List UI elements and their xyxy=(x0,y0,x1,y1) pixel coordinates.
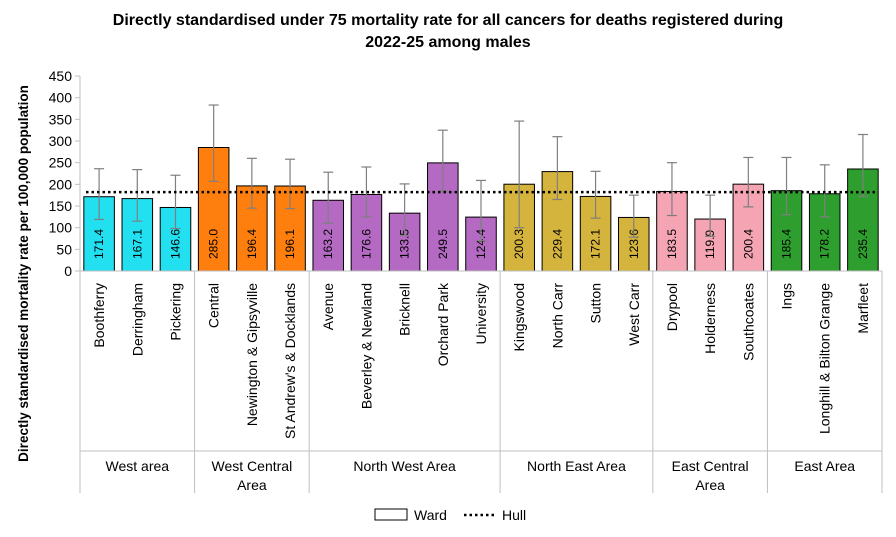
bars: 171.4 167.1 146.6 285.0 196.4 196.1 163.2 176.6… xyxy=(83,147,879,272)
y-tick-label: 400 xyxy=(49,90,73,106)
category-label-longhill-bilton-grange: Longhill & Bilton Grange xyxy=(817,283,833,434)
value-label-st-andrew-s-docklands: 196.1 xyxy=(283,229,297,259)
value-label-avenue: 163.2 xyxy=(321,229,335,259)
group-label-east-central-area: East Central Area xyxy=(672,458,749,493)
y-tick-label: 50 xyxy=(56,241,72,257)
category-label-beverley-newland: Beverley & Newland xyxy=(358,283,374,409)
value-label-central: 285.0 xyxy=(207,229,221,259)
category-label-avenue: Avenue xyxy=(320,283,336,330)
category-label-bricknell: Bricknell xyxy=(397,283,413,336)
y-tick-label: 350 xyxy=(49,111,73,127)
category-label-university: University xyxy=(473,283,489,344)
value-label-ings: 185.4 xyxy=(780,229,794,259)
y-tick-label: 100 xyxy=(49,220,73,236)
value-label-southcoates: 200.4 xyxy=(741,229,755,259)
value-label-university: 124.4 xyxy=(474,229,488,259)
category-label-derringham: Derringham xyxy=(129,283,145,356)
value-label-derringham: 167.1 xyxy=(130,229,144,259)
y-tick-label: 450 xyxy=(49,68,73,84)
legend-ward-swatch xyxy=(374,508,408,521)
legend-hull-label: Hull xyxy=(502,507,526,523)
category-label-kingswood: Kingswood xyxy=(511,283,527,352)
category-label-newington-gipsyville: Newington & Gipsyville xyxy=(244,283,260,426)
value-label-pickering: 146.6 xyxy=(168,229,182,259)
category-label-drypool: Drypool xyxy=(664,283,680,331)
value-label-orchard-park: 249.5 xyxy=(436,229,450,259)
y-tick-label: 200 xyxy=(49,176,73,192)
category-label-sutton: Sutton xyxy=(588,283,604,323)
value-label-west-carr: 123.6 xyxy=(627,229,641,259)
category-label-boothferry: Boothferry xyxy=(91,283,107,348)
value-label-bricknell: 133.5 xyxy=(398,229,412,259)
category-label-central: Central xyxy=(206,283,222,328)
y-axis: 0 50 100 150 200 250 300 350 400 450 Directly stan… xyxy=(16,68,81,462)
error-bars xyxy=(94,104,868,242)
group-label-west-area: West area xyxy=(106,458,170,474)
category-label-north-carr: North Carr xyxy=(549,283,565,349)
x-axis: Boothferry Derringham Pickering Central Newi… xyxy=(79,270,883,493)
chart-title: Directly standardised under 75 mortality… xyxy=(0,10,896,54)
value-label-boothferry: 171.4 xyxy=(92,229,106,259)
value-label-sutton: 172.1 xyxy=(589,229,603,259)
y-tick-label: 300 xyxy=(49,133,73,149)
group-label-north-east-area: North East Area xyxy=(527,458,626,474)
group-label-west-central-area-line-2: Area xyxy=(237,477,267,493)
value-label-marfleet: 235.4 xyxy=(856,229,870,259)
y-tick-label: 0 xyxy=(64,263,72,279)
group-label-west-central-area: West Central Area xyxy=(212,458,293,493)
chart-title-line-1: Directly standardised under 75 mortality… xyxy=(112,12,784,29)
category-label-southcoates: Southcoates xyxy=(740,283,756,361)
y-axis-title: Directly standardised mortality rate per… xyxy=(16,85,31,462)
category-label-ings: Ings xyxy=(779,283,795,309)
value-label-longhill-bilton-grange: 178.2 xyxy=(818,229,832,259)
category-label-holderness: Holderness xyxy=(702,283,718,354)
chart-title-line-2: 2022-25 among males xyxy=(365,34,531,51)
category-label-st-andrew-s-docklands: St Andrew's & Docklands xyxy=(282,283,298,439)
value-label-drypool: 183.5 xyxy=(665,229,679,259)
category-label-orchard-park: Orchard Park xyxy=(435,282,451,366)
y-tick-label: 150 xyxy=(49,198,73,214)
y-tick-label: 250 xyxy=(49,155,73,171)
legend-ward-label: Ward xyxy=(414,507,447,523)
value-label-beverley-newland: 176.6 xyxy=(359,229,373,259)
group-label-east-central-area-line-2: Area xyxy=(695,477,725,493)
value-label-north-carr: 229.4 xyxy=(550,229,564,259)
legend: Ward Hull xyxy=(374,507,526,523)
group-label-east-central-area-line-1: East Central xyxy=(672,458,749,474)
group-label-north-west-area: North West Area xyxy=(353,458,456,474)
category-label-marfleet: Marfleet xyxy=(855,283,871,334)
group-label-west-central-area-line-1: West Central xyxy=(212,458,293,474)
group-label-east-area: East Area xyxy=(794,458,855,474)
category-label-pickering: Pickering xyxy=(167,283,183,341)
category-label-west-carr: West Carr xyxy=(626,283,642,346)
value-label-newington-gipsyville: 196.4 xyxy=(245,229,259,259)
value-label-kingswood: 200.3 xyxy=(512,229,526,259)
